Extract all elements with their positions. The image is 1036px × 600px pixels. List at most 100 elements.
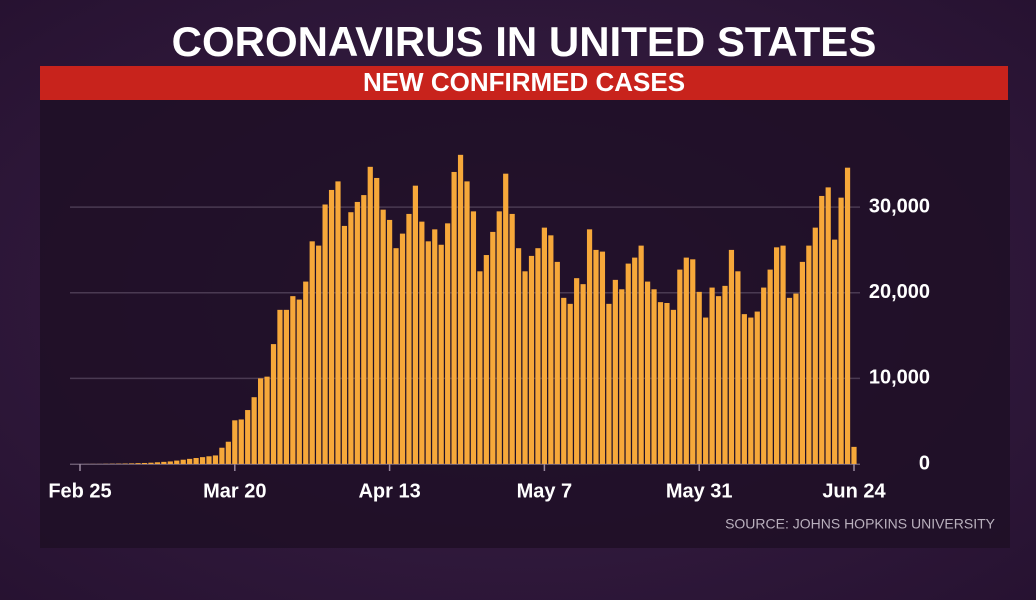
bar	[754, 311, 760, 464]
bar	[844, 167, 851, 464]
bar	[528, 255, 535, 464]
bar	[567, 303, 573, 464]
bar	[761, 287, 767, 464]
bar	[670, 309, 676, 464]
x-tick-label: Feb 25	[48, 480, 111, 502]
bar	[741, 314, 747, 464]
bar	[225, 441, 231, 464]
bar	[819, 195, 825, 464]
bar	[464, 181, 470, 464]
bar	[651, 289, 657, 464]
bar	[322, 204, 328, 464]
bar	[135, 463, 141, 464]
bar	[516, 248, 522, 464]
bar	[548, 235, 554, 464]
bar	[264, 376, 270, 464]
bar	[490, 231, 496, 464]
bar	[709, 287, 715, 464]
bar	[425, 241, 431, 464]
bar	[625, 263, 631, 464]
bar	[154, 462, 160, 464]
chart-subtitle: NEW CONFIRMED CASES	[363, 67, 685, 97]
bar	[283, 309, 289, 464]
bar	[296, 299, 302, 464]
bar	[367, 166, 373, 465]
bar	[541, 227, 547, 464]
bar	[406, 213, 412, 464]
bar	[728, 249, 735, 464]
x-tick-label: May 31	[666, 480, 733, 502]
bar	[374, 177, 380, 464]
x-tick-label: Apr 13	[358, 480, 420, 502]
bar	[683, 257, 689, 464]
bar	[703, 317, 709, 464]
bar	[677, 269, 683, 464]
bar	[612, 279, 618, 464]
bar	[606, 303, 612, 464]
bar	[438, 244, 444, 464]
bar	[690, 259, 696, 464]
bar	[735, 271, 741, 464]
bar	[167, 461, 173, 464]
bar	[161, 461, 167, 464]
bar	[483, 255, 489, 464]
bar	[470, 211, 477, 464]
y-tick-label: 30,000	[869, 195, 930, 217]
bar	[793, 293, 799, 464]
bar	[303, 281, 309, 464]
bar	[774, 247, 780, 464]
bar	[335, 181, 341, 464]
bar	[638, 245, 644, 464]
bar	[767, 269, 773, 464]
bar	[503, 173, 509, 464]
bar	[316, 245, 322, 464]
bar	[851, 446, 857, 464]
bar	[212, 455, 219, 464]
subtitle-banner	[40, 66, 1008, 100]
bar	[393, 248, 399, 464]
y-tick-label: 20,000	[869, 281, 930, 303]
bar	[696, 291, 702, 464]
x-tick-label: May 7	[517, 480, 573, 502]
bar	[509, 213, 515, 464]
y-tick-label: 10,000	[869, 367, 930, 389]
bar	[361, 195, 367, 465]
bar	[380, 209, 386, 464]
bar	[599, 251, 606, 464]
bar	[180, 459, 186, 464]
source-note: SOURCE: JOHNS HOPKINS UNIVERSITY	[725, 516, 996, 532]
bar	[206, 456, 212, 464]
bar	[522, 271, 528, 464]
bar	[715, 296, 722, 464]
bar	[445, 223, 451, 464]
bar	[722, 285, 728, 464]
bar	[412, 185, 418, 464]
x-tick-label: Jun 24	[822, 480, 886, 502]
bar	[586, 229, 593, 464]
bar	[812, 227, 818, 464]
bar	[290, 296, 296, 464]
bar	[187, 458, 193, 464]
bar	[451, 171, 457, 464]
bar	[593, 249, 599, 464]
bar	[141, 462, 148, 464]
bar	[619, 289, 625, 464]
bar	[657, 302, 664, 464]
bar	[129, 463, 135, 464]
bar	[580, 284, 586, 464]
bar	[387, 219, 393, 464]
bar	[277, 309, 283, 464]
bar	[554, 261, 560, 464]
x-tick-label: Mar 20	[203, 480, 266, 502]
bar	[535, 248, 541, 464]
bar	[354, 201, 360, 464]
bar	[574, 278, 580, 464]
bar	[148, 462, 154, 464]
bar	[174, 460, 180, 464]
bar	[496, 211, 502, 464]
bar	[419, 221, 425, 464]
bar	[328, 189, 335, 464]
bar	[193, 458, 199, 464]
bar	[645, 281, 651, 464]
bar	[432, 229, 438, 464]
